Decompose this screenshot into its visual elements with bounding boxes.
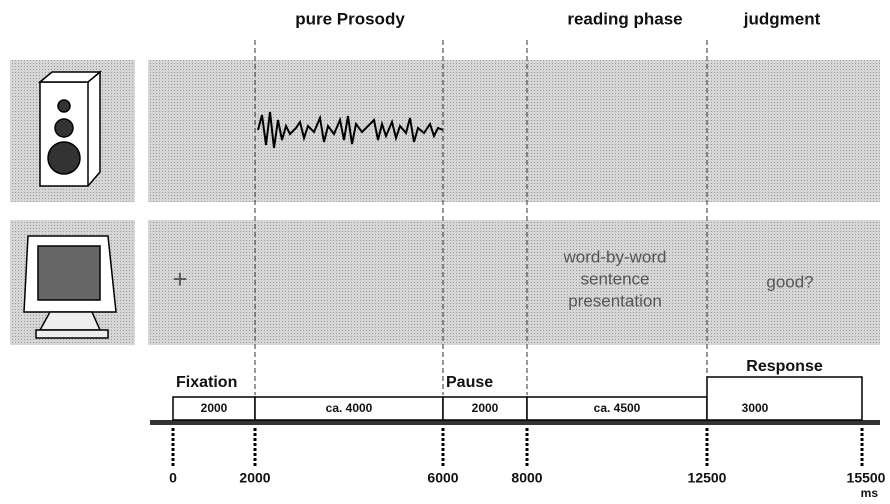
question-text: good? <box>766 272 813 291</box>
unit-label: ms <box>861 486 879 500</box>
sentence-text: presentation <box>568 291 662 310</box>
speaker-icon <box>37 70 103 187</box>
monitor-icon <box>23 235 117 339</box>
tick-label: 6000 <box>427 470 458 486</box>
segment-duration: 2000 <box>472 401 499 415</box>
audio-panel <box>148 60 880 202</box>
segment-label: Fixation <box>176 374 237 391</box>
waveform <box>257 111 444 149</box>
tick-label: 8000 <box>511 470 542 486</box>
phase-label: pure Prosody <box>295 9 405 28</box>
sentence-text: sentence <box>581 269 650 288</box>
segment-duration: ca. 4500 <box>594 401 641 415</box>
timeline-bar <box>150 420 880 425</box>
segment-label: Pause <box>446 374 493 391</box>
phase-label: judgment <box>743 9 821 28</box>
phase-dividers <box>254 40 708 395</box>
sentence-text: word-by-word <box>563 247 667 266</box>
segment-duration: 3000 <box>742 401 769 415</box>
segment-label: Response <box>746 358 823 375</box>
tick-label: 15500 <box>847 470 886 486</box>
phase-label: reading phase <box>567 9 682 28</box>
segment-duration: 2000 <box>201 401 228 415</box>
tick-label: 2000 <box>239 470 270 486</box>
segment-duration: ca. 4000 <box>326 401 373 415</box>
tick-label: 12500 <box>688 470 727 486</box>
segment-box <box>706 376 863 421</box>
visual-panel <box>148 220 880 345</box>
tick-label: 0 <box>169 470 177 486</box>
fixation-cross: + <box>172 264 187 294</box>
